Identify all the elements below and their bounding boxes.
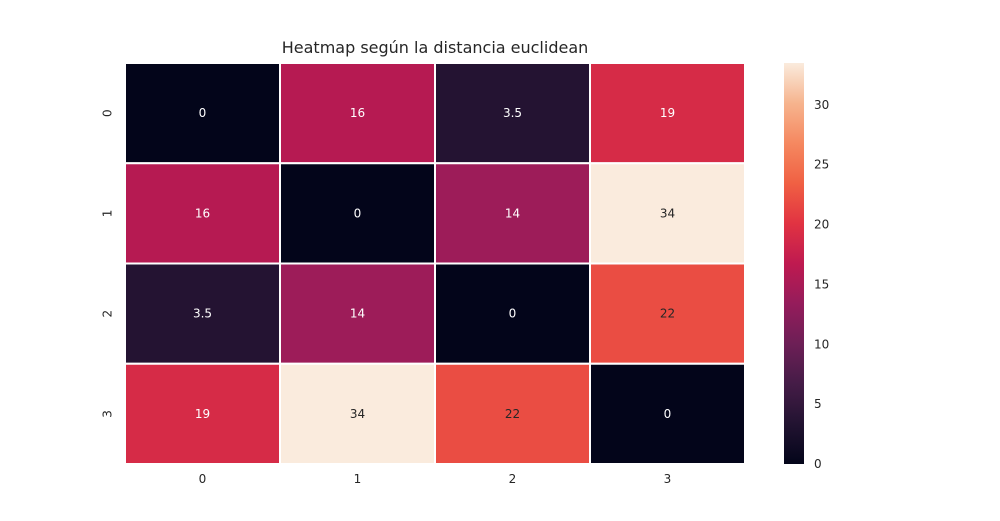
colorbar-tick-label: 10 xyxy=(814,337,829,351)
colorbar-tick-label: 25 xyxy=(814,158,829,172)
x-tick-label: 3 xyxy=(664,472,672,486)
heatmap-cells: 0 16 3.5 19 16 0 14 34 3.5 14 0 22 19 34 22 0 xyxy=(124,62,746,465)
colorbar-tick-label: 0 xyxy=(814,457,822,471)
cell-value-label: 34 xyxy=(660,206,675,220)
heatmap-cell xyxy=(589,262,746,365)
chart-title: Heatmap según la distancia euclidean xyxy=(282,38,589,57)
heatmap-cell xyxy=(589,162,746,265)
cell-value-label: 0 xyxy=(509,307,517,321)
cell-value-label: 3.5 xyxy=(503,106,522,120)
colorbar-ticks: 0 5 10 15 20 25 30 xyxy=(814,98,829,471)
cell-value-label: 14 xyxy=(350,307,365,321)
y-tick-label: 2 xyxy=(101,310,115,318)
y-tick-label: 3 xyxy=(101,410,115,418)
colorbar: 0 5 10 15 20 25 30 xyxy=(784,63,829,471)
cell-value-label: 14 xyxy=(505,206,520,220)
heatmap-cell xyxy=(434,62,591,165)
colorbar-tick-label: 30 xyxy=(814,98,829,112)
heatmap-cell xyxy=(124,62,281,165)
x-tick-label: 1 xyxy=(354,472,362,486)
heatmap-cell xyxy=(279,262,436,365)
cell-value-label: 19 xyxy=(660,106,675,120)
colorbar-tick-label: 20 xyxy=(814,218,829,232)
heatmap-cell xyxy=(589,362,746,465)
cell-value-label: 0 xyxy=(664,407,672,421)
heatmap-cell xyxy=(279,162,436,265)
y-tick-label: 1 xyxy=(101,210,115,218)
colorbar-gradient xyxy=(784,63,804,464)
heatmap-cell xyxy=(589,62,746,165)
heatmap-cell xyxy=(279,62,436,165)
cell-value-label: 22 xyxy=(505,407,520,421)
cell-value-label: 3.5 xyxy=(193,307,212,321)
heatmap-cell xyxy=(124,362,281,465)
cell-value-label: 22 xyxy=(660,307,675,321)
x-tick-label: 0 xyxy=(199,472,207,486)
x-tick-label: 2 xyxy=(509,472,517,486)
cell-value-label: 16 xyxy=(350,106,365,120)
colorbar-tick-label: 15 xyxy=(814,277,829,291)
cell-value-label: 19 xyxy=(195,407,210,421)
cell-value-label: 0 xyxy=(354,206,362,220)
cell-value-label: 34 xyxy=(350,407,365,421)
cell-value-label: 16 xyxy=(195,206,210,220)
cell-value-label: 0 xyxy=(199,106,207,120)
x-axis-ticks: 0 1 2 3 xyxy=(199,472,672,486)
y-axis-ticks: 0 1 2 3 xyxy=(101,109,115,417)
heatmap-cell xyxy=(279,362,436,465)
colorbar-tick-label: 5 xyxy=(814,397,822,411)
y-tick-label: 0 xyxy=(101,109,115,117)
